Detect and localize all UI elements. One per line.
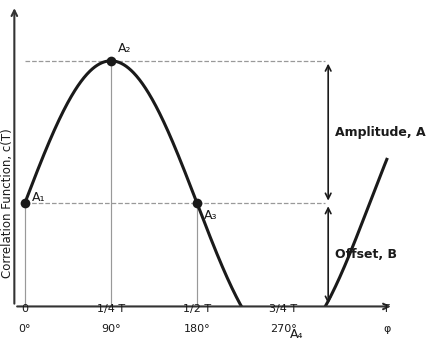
Text: A₄: A₄ [289,328,303,338]
Text: 270°: 270° [270,324,296,334]
Text: 180°: 180° [184,324,210,334]
Text: A₃: A₃ [204,209,217,222]
Text: 1/4 T: 1/4 T [97,305,125,314]
Text: T: T [382,305,389,314]
Text: A₁: A₁ [32,191,45,204]
Text: 3/4 T: 3/4 T [269,305,297,314]
Text: 0: 0 [21,305,28,314]
Text: 1/2 T: 1/2 T [183,305,211,314]
Text: Offset, B: Offset, B [334,248,396,262]
Text: A₂: A₂ [118,43,131,55]
Text: φ: φ [382,324,390,334]
Text: Correlation Function, c(T): Correlation Function, c(T) [1,128,14,278]
Text: Amplitude, A: Amplitude, A [334,126,425,139]
Text: 0°: 0° [18,324,31,334]
Text: 90°: 90° [101,324,121,334]
